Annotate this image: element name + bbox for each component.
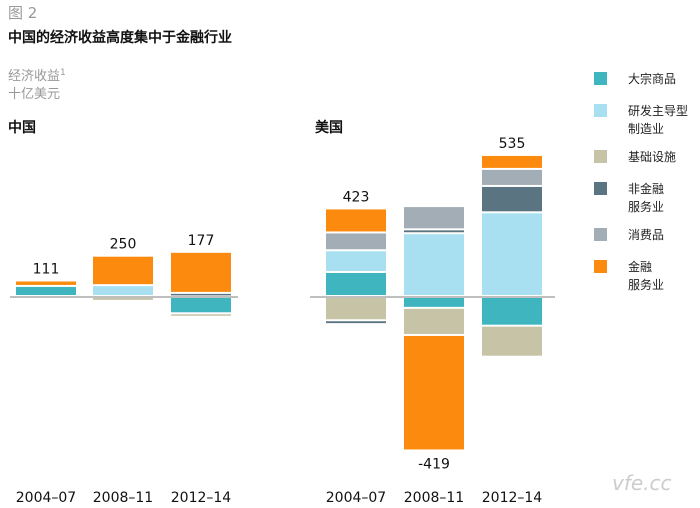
panel-title: 美国 bbox=[315, 119, 343, 136]
bar-segment bbox=[171, 293, 231, 296]
total-label: 535 bbox=[499, 136, 526, 152]
legend-swatch bbox=[594, 260, 607, 273]
legend-swatch bbox=[594, 104, 607, 117]
x-tick-label: 2008–11 bbox=[404, 490, 464, 506]
bar-segment bbox=[171, 252, 231, 292]
bar-segment bbox=[482, 186, 542, 212]
total-label: 177 bbox=[188, 233, 215, 249]
bar-segment bbox=[482, 298, 542, 325]
bar-segment bbox=[171, 314, 231, 316]
panel-title: 中国 bbox=[8, 119, 36, 136]
legend-label: 金融 bbox=[628, 259, 652, 274]
legend-label: 基础设施 bbox=[628, 150, 676, 164]
legend-label: 大宗商品 bbox=[628, 71, 676, 86]
legend-label: 服务业 bbox=[628, 199, 664, 214]
bar-segment bbox=[404, 234, 464, 295]
x-tick-label: 2012–14 bbox=[171, 490, 232, 506]
legend-swatch bbox=[594, 182, 607, 195]
legend-item: 消费品 bbox=[594, 228, 664, 242]
bar-segment bbox=[326, 272, 386, 295]
bar-segment bbox=[93, 298, 153, 300]
panel-1: 中国 111 2004–07 250 2008–11 177 2012–14 bbox=[8, 119, 238, 506]
y-axis-label: 经济收益1 bbox=[8, 68, 66, 84]
bar-segment bbox=[16, 281, 76, 285]
bar-segment bbox=[404, 308, 464, 334]
bar-segment bbox=[482, 169, 542, 185]
legend-swatch bbox=[594, 228, 607, 241]
unit-label: 十亿美元 bbox=[8, 87, 60, 102]
bar-segment bbox=[326, 251, 386, 271]
figure-label: 图 2 bbox=[8, 4, 37, 22]
legend-label: 研发主导型 bbox=[628, 103, 688, 118]
legend-item: 大宗商品 bbox=[594, 71, 676, 86]
x-tick-label: 2004–07 bbox=[326, 490, 386, 506]
x-tick-label: 2012–14 bbox=[482, 490, 543, 506]
legend-item: 基础设施 bbox=[594, 150, 676, 164]
total-label: -419 bbox=[418, 456, 450, 472]
bar-segment bbox=[16, 286, 76, 295]
bar-segment bbox=[404, 230, 464, 233]
total-label: 250 bbox=[110, 237, 137, 253]
legend-label: 消费品 bbox=[628, 228, 664, 242]
legend-label: 服务业 bbox=[628, 277, 664, 292]
legend-label: 制造业 bbox=[628, 122, 664, 136]
bar-segment bbox=[404, 335, 464, 450]
bar-segment bbox=[482, 213, 542, 295]
legend-swatch bbox=[594, 150, 607, 163]
bar-segment bbox=[326, 209, 386, 232]
bar-segment bbox=[93, 286, 153, 295]
bar-segment bbox=[326, 233, 386, 250]
bar-segment bbox=[93, 256, 153, 285]
total-label: 423 bbox=[343, 189, 370, 205]
x-tick-label: 2008–11 bbox=[93, 490, 153, 506]
bar-segment bbox=[404, 298, 464, 307]
bar-segment bbox=[482, 326, 542, 356]
total-label: 111 bbox=[33, 262, 60, 278]
x-tick-label: 2004–07 bbox=[16, 490, 76, 506]
bar-segment bbox=[171, 298, 231, 313]
bar-segment bbox=[326, 298, 386, 320]
bar-segment bbox=[404, 207, 464, 229]
legend-label: 非金融 bbox=[628, 181, 664, 196]
legend-swatch bbox=[594, 72, 607, 85]
watermark: vfe.cc bbox=[612, 471, 672, 495]
bar-segment bbox=[482, 155, 542, 168]
chart-title: 中国的经济收益高度集中于金融行业 bbox=[8, 29, 232, 46]
panel-2: 美国 423 2004–07 -419 2008–11 535 2012–14 bbox=[310, 119, 555, 506]
bar-segment bbox=[326, 321, 386, 324]
